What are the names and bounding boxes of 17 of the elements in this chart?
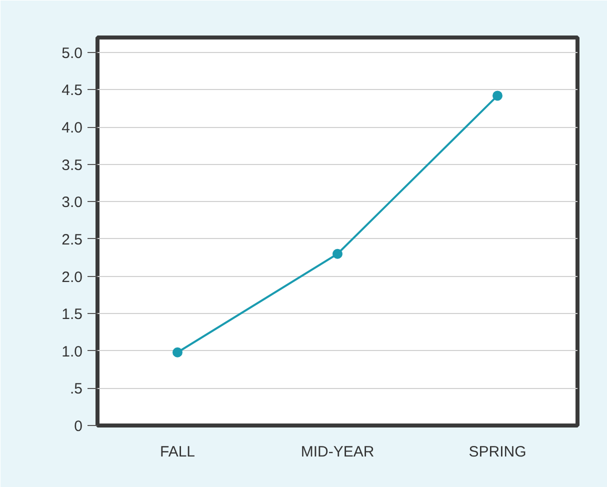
point [492,90,502,101]
y-tick-label: 1.0 [62,343,83,360]
y-tick-label: 1.5 [62,306,83,324]
x-tick-label: SPRING [468,444,526,460]
y-tick-label: 2.0 [62,268,83,286]
y-tick-label: 0 [74,418,82,435]
y-tick-label: 3.0 [62,194,83,212]
y-tick-label: 4.5 [62,82,83,100]
x-tick-label: FALL [160,444,196,460]
x-tick-label: MID-YEAR [300,444,374,460]
y-tick-label: 5.0 [62,44,83,62]
point [332,248,342,259]
y-tick-label: 4.0 [62,120,83,137]
y-tick-label: 3.5 [62,156,83,174]
y-tick-label: 2.5 [62,231,83,248]
y-tick-label: .5 [70,380,83,398]
point [172,347,182,358]
